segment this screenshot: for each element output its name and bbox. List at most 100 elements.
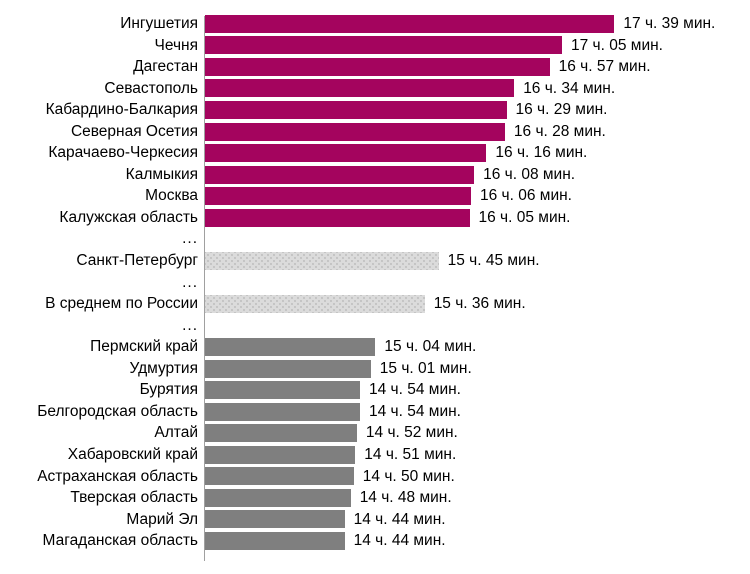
bar-area: 14 ч. 51 мин. [198, 444, 750, 466]
bar-area: 14 ч. 44 мин. [198, 509, 750, 531]
chart-row: Удмуртия 15 ч. 01 мин. [0, 358, 750, 380]
value-bar [205, 36, 562, 55]
value-bar [205, 359, 371, 378]
region-label: Северная Осетия [70, 122, 198, 140]
chart-row: Калужская область 16 ч. 05 мин. [0, 207, 750, 229]
value-label: 14 ч. 48 мин. [359, 489, 452, 507]
value-bar [205, 381, 360, 400]
bar-area: 15 ч. 45 мин. [198, 250, 750, 272]
value-label: 14 ч. 50 мин. [362, 467, 455, 485]
value-label: 14 ч. 54 мин. [369, 381, 461, 399]
bar-area: 14 ч. 44 мин. [198, 530, 750, 552]
value-bar [205, 424, 357, 443]
value-label: 16 ч. 05 мин. [478, 208, 571, 226]
value-label: 16 ч. 28 мин. [513, 122, 606, 140]
chart-row: Бурятия 14 ч. 54 мин. [0, 379, 750, 401]
chart-row: Белгородская область 14 ч. 54 мин. [0, 401, 750, 423]
chart-row: Северная Осетия 16 ч. 28 мин. [0, 121, 750, 143]
value-bar [205, 531, 345, 550]
bar-area: 16 ч. 34 мин. [198, 78, 750, 100]
chart-row: Москва 16 ч. 06 мин. [0, 185, 750, 207]
value-label: 14 ч. 44 мин. [353, 510, 446, 528]
chart-row: В среднем по России 15 ч. 36 мин. [0, 293, 750, 315]
value-bar [205, 165, 475, 184]
value-bar [205, 467, 354, 486]
value-label: 16 ч. 06 мин. [480, 187, 572, 205]
bar-area: 15 ч. 36 мин. [198, 293, 750, 315]
value-bar [205, 57, 550, 76]
value-bar [205, 144, 487, 163]
bar-area: 14 ч. 54 мин. [198, 401, 750, 423]
axis-baseline [204, 16, 205, 561]
value-bar [205, 337, 376, 356]
bar-area: 16 ч. 06 мин. [198, 185, 750, 207]
region-label: Тверская область [70, 489, 198, 507]
chart-row: Севастополь 16 ч. 34 мин. [0, 78, 750, 100]
bar-area: 17 ч. 39 мин. [198, 13, 750, 35]
chart-row: Санкт-Петербург 15 ч. 45 мин. [0, 250, 750, 272]
bar-area: 15 ч. 04 мин. [198, 336, 750, 358]
bar-area: 16 ч. 08 мин. [198, 164, 750, 186]
value-bar [205, 294, 425, 313]
separator-row: ... [0, 228, 750, 250]
value-label: 14 ч. 54 мин. [369, 402, 461, 420]
value-bar [205, 510, 345, 529]
value-bar [205, 488, 351, 507]
region-label: Дагестан [133, 58, 198, 76]
bar-area: 14 ч. 54 мин. [198, 379, 750, 401]
bar-area: 17 ч. 05 мин. [198, 35, 750, 57]
chart-row: Марий Эл 14 ч. 44 мин. [0, 509, 750, 531]
bar-area: 14 ч. 52 мин. [198, 422, 750, 444]
chart-row: Тверская область 14 ч. 48 мин. [0, 487, 750, 509]
region-label: Алтай [154, 424, 198, 442]
region-label: Удмуртия [129, 359, 198, 377]
bar-area [206, 272, 750, 294]
separator-row: ... [0, 272, 750, 294]
value-label: 15 ч. 01 мин. [379, 359, 472, 377]
value-label: 14 ч. 44 мин. [353, 532, 446, 550]
bar-area: 16 ч. 28 мин. [198, 121, 750, 143]
value-label: 15 ч. 36 мин. [433, 295, 526, 313]
region-label: Марий Эл [126, 510, 198, 528]
separator-row: ... [0, 315, 750, 337]
chart-row: Астраханская область 14 ч. 50 мин. [0, 465, 750, 487]
value-label: 16 ч. 34 мин. [523, 79, 616, 97]
region-label: Астраханская область [37, 467, 198, 485]
chart-row: Алтай 14 ч. 52 мин. [0, 422, 750, 444]
chart-row: Дагестан 16 ч. 57 мин. [0, 56, 750, 78]
bar-area: 14 ч. 50 мин. [198, 465, 750, 487]
value-bar [205, 208, 470, 227]
value-label: 16 ч. 57 мин. [558, 58, 651, 76]
value-bar [205, 445, 356, 464]
region-label: Чечня [154, 36, 198, 54]
value-label: 15 ч. 04 мин. [384, 338, 477, 356]
chart-row: Пермский край 15 ч. 04 мин. [0, 336, 750, 358]
value-label: 14 ч. 51 мин. [364, 445, 457, 463]
chart-row: Калмыкия 16 ч. 08 мин. [0, 164, 750, 186]
chart-row: Чечня 17 ч. 05 мин. [0, 35, 750, 57]
bar-area: 15 ч. 01 мин. [198, 358, 750, 380]
value-label: 17 ч. 39 мин. [623, 15, 716, 33]
region-label: Хабаровский край [67, 445, 198, 463]
chart-row: Ингушетия 17 ч. 39 мин. [0, 13, 750, 35]
value-bar [205, 100, 507, 119]
region-label: Ингушетия [120, 15, 198, 33]
value-bar [205, 122, 505, 141]
value-label: 16 ч. 08 мин. [483, 165, 576, 183]
region-label: Севастополь [104, 79, 198, 97]
region-label: Кабардино-Балкария [45, 101, 198, 119]
region-label: Калужская область [59, 208, 198, 226]
value-label: 16 ч. 16 мин. [495, 144, 588, 162]
chart-row: Магаданская область 14 ч. 44 мин. [0, 530, 750, 552]
value-label: 17 ч. 05 мин. [571, 36, 663, 54]
region-label: В среднем по России [45, 295, 198, 313]
bar-area: 16 ч. 16 мин. [198, 142, 750, 164]
region-label: Москва [145, 187, 198, 205]
value-bar [205, 402, 360, 421]
bar-area: 14 ч. 48 мин. [198, 487, 750, 509]
region-label: Бурятия [139, 381, 198, 399]
value-label: 15 ч. 45 мин. [447, 252, 540, 270]
region-label: Магаданская область [42, 532, 198, 550]
